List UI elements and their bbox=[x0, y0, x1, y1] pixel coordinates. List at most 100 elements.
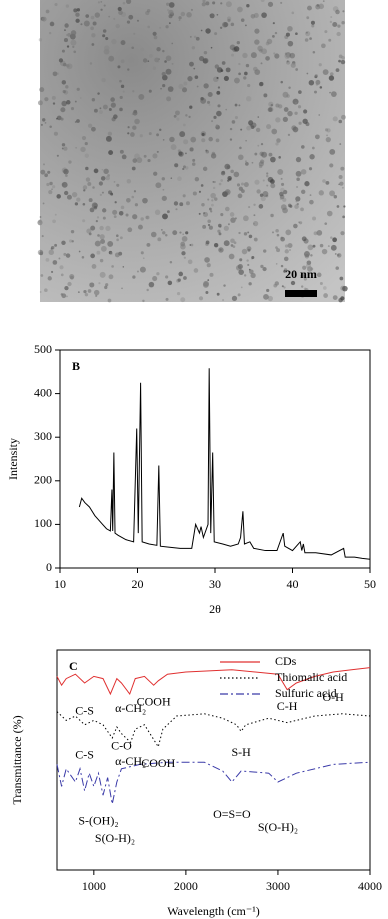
tem-grain bbox=[92, 21, 97, 26]
tem-grain bbox=[209, 13, 215, 19]
tem-grain bbox=[61, 143, 66, 147]
tem-grain bbox=[49, 125, 52, 129]
tem-grain bbox=[70, 107, 75, 111]
tem-grain bbox=[289, 204, 293, 208]
tem-grain bbox=[93, 206, 98, 210]
tem-grain bbox=[165, 68, 172, 75]
tem-grain bbox=[340, 231, 345, 236]
tem-grain bbox=[113, 17, 116, 20]
tem-grain bbox=[221, 170, 226, 174]
tem-grain bbox=[61, 100, 67, 107]
tem-grain bbox=[192, 158, 196, 162]
tem-grain bbox=[330, 91, 337, 97]
tem-grain bbox=[201, 203, 205, 207]
tem-grain bbox=[284, 244, 289, 248]
tem-grain bbox=[99, 258, 104, 263]
tem-grain bbox=[150, 231, 157, 238]
tem-grain bbox=[225, 190, 229, 194]
tem-grain bbox=[88, 232, 92, 236]
tem-grain bbox=[156, 150, 159, 153]
tem-grain bbox=[273, 52, 276, 55]
tem-grain bbox=[78, 250, 81, 253]
plot-frame bbox=[59, 349, 371, 569]
tem-grain bbox=[243, 274, 247, 277]
tem-grain bbox=[276, 233, 280, 237]
tem-grain bbox=[245, 162, 249, 166]
tem-grain bbox=[190, 136, 197, 143]
tem-grain bbox=[101, 77, 106, 83]
tem-grain bbox=[186, 12, 192, 18]
tem-grain bbox=[67, 281, 72, 287]
tem-grain bbox=[145, 10, 150, 16]
tem-grain bbox=[56, 72, 60, 75]
tem-grain bbox=[261, 48, 268, 55]
tem-grain bbox=[329, 148, 336, 155]
tem-grain bbox=[65, 253, 71, 258]
tem-grain bbox=[227, 175, 232, 181]
tem-grain bbox=[162, 139, 165, 141]
panel-label: B bbox=[72, 359, 80, 373]
tem-grain bbox=[201, 138, 206, 143]
tem-grain bbox=[180, 297, 186, 303]
tem-grain bbox=[175, 208, 178, 211]
tem-grain bbox=[218, 182, 222, 186]
tem-grain bbox=[105, 135, 112, 142]
tem-grain bbox=[143, 154, 147, 158]
tem-grain bbox=[83, 189, 86, 192]
tem-grain bbox=[202, 57, 209, 64]
tem-grain bbox=[210, 192, 216, 199]
tem-grain bbox=[108, 250, 113, 255]
tem-grain bbox=[295, 32, 298, 36]
annotation: S-(OH)₂ bbox=[78, 813, 118, 827]
tem-grain bbox=[108, 108, 112, 111]
tem-grain bbox=[115, 234, 119, 238]
tem-grain bbox=[298, 121, 302, 125]
tem-grain bbox=[65, 174, 68, 177]
tem-grain bbox=[260, 159, 265, 164]
x-tick-label: 4000 bbox=[358, 879, 382, 893]
tem-grain bbox=[270, 103, 274, 107]
tem-grain bbox=[98, 282, 101, 285]
tem-grain bbox=[85, 14, 90, 18]
tem-grain bbox=[281, 182, 285, 186]
tem-grain bbox=[146, 242, 151, 247]
tem-grain bbox=[328, 75, 335, 81]
tem-grain bbox=[63, 168, 69, 175]
tem-grain bbox=[223, 75, 229, 81]
tem-grain bbox=[205, 290, 209, 294]
tem-grain bbox=[210, 153, 217, 159]
tem-grain bbox=[52, 71, 58, 77]
tem-grain bbox=[160, 228, 163, 231]
tem-grain bbox=[166, 210, 170, 214]
tem-grain bbox=[126, 179, 132, 184]
tem-grain bbox=[341, 186, 344, 189]
tem-grain bbox=[219, 248, 222, 251]
tem-grain bbox=[283, 256, 289, 262]
tem-grain bbox=[213, 243, 219, 248]
tem-grain bbox=[87, 289, 92, 293]
tem-grain bbox=[119, 107, 123, 112]
tem-grain bbox=[329, 190, 335, 197]
scale-bar-label: 20 nm bbox=[285, 267, 317, 281]
tem-grain bbox=[216, 110, 222, 117]
tem-grain bbox=[243, 215, 249, 222]
tem-grain bbox=[220, 179, 224, 182]
tem-grain bbox=[182, 194, 186, 198]
tem-grain bbox=[259, 193, 264, 198]
tem-grain bbox=[185, 152, 187, 155]
y-tick-label: 400 bbox=[34, 385, 52, 399]
tem-grain bbox=[207, 91, 213, 97]
tem-grain bbox=[75, 12, 80, 17]
tem-grain bbox=[91, 98, 96, 102]
tem-grain bbox=[66, 295, 68, 298]
tem-grain bbox=[64, 190, 69, 196]
annotation: O-H bbox=[323, 690, 345, 704]
tem-grain bbox=[267, 176, 274, 183]
tem-grain bbox=[66, 45, 70, 48]
tem-grain bbox=[48, 189, 53, 195]
tem-grain bbox=[302, 265, 307, 270]
tem-grain bbox=[248, 205, 251, 209]
tem-grain bbox=[301, 189, 306, 195]
tem-grain bbox=[200, 97, 207, 104]
x-axis-label: 2θ bbox=[209, 602, 221, 616]
